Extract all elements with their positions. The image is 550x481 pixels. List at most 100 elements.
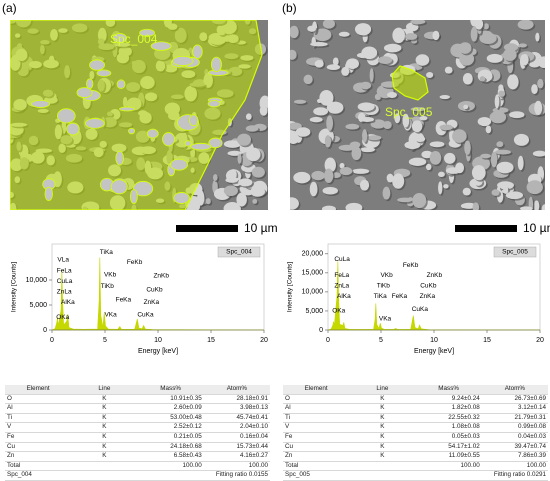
header-cell: Element [26, 385, 50, 392]
cell: 2.60±0.09 [173, 404, 202, 412]
grain [470, 26, 478, 42]
cell: K [102, 432, 107, 440]
grain [338, 144, 356, 151]
grain [464, 140, 471, 155]
grain [229, 169, 237, 180]
grain [507, 74, 519, 90]
grain [472, 202, 480, 210]
grain [534, 100, 543, 115]
y-tick-label: 5,000 [305, 308, 323, 315]
cell: O [285, 394, 290, 402]
grain [223, 140, 242, 148]
cell: K [380, 442, 385, 450]
grain [338, 31, 350, 37]
grain [223, 202, 241, 210]
peak-label: FeKb [127, 259, 143, 266]
grain [290, 122, 302, 130]
cell: Fitting ratio 0.0291 [493, 471, 546, 479]
cell: 24.18±0.68 [170, 442, 202, 450]
cell: O [7, 394, 12, 402]
grain [411, 120, 423, 133]
grain [311, 170, 325, 181]
peak-label: AlKa [61, 299, 75, 306]
header-cell: Mass% [438, 385, 459, 392]
cell: 0.05±0.03 [451, 432, 480, 440]
header-cell: Atom% [504, 385, 526, 392]
excluded-grain [150, 41, 172, 51]
grain [496, 161, 514, 174]
x-tick-label: 15 [207, 337, 215, 344]
cell: 100.00 [248, 461, 268, 469]
peak-label: FeKb [403, 262, 419, 269]
data-row: Cu K 24.18±0.68 15.73±0.44 [5, 443, 270, 453]
grain [526, 180, 543, 195]
cell: 100.00 [526, 461, 546, 469]
excluded-grain [210, 56, 222, 73]
peak-label: AlKa [337, 293, 351, 300]
grain [537, 56, 545, 69]
header-cell: Line [376, 385, 389, 392]
excluded-grain [207, 100, 221, 108]
cell: K [102, 452, 107, 460]
cell: V [7, 423, 12, 431]
x-tick-label: 0 [50, 337, 54, 344]
scale-bar [455, 225, 517, 232]
grain [377, 56, 393, 64]
grain [505, 191, 524, 200]
cell: 0.04±0.03 [518, 432, 546, 440]
cell: 2.52±0.12 [173, 423, 202, 431]
peak-label: OKa [56, 314, 69, 321]
grain [444, 66, 453, 74]
grain [425, 163, 432, 171]
region-overlay [391, 65, 429, 101]
grain [477, 116, 492, 127]
grain [503, 185, 509, 194]
data-row: Ti K 53.00±0.48 45.74±0.41 [5, 414, 270, 424]
grain [360, 147, 376, 153]
grain [309, 116, 323, 123]
cell: 21.79±0.31 [514, 413, 546, 421]
peak-label: CuKb [146, 287, 163, 294]
cell: 4.16±0.27 [240, 452, 268, 460]
grain [414, 135, 426, 142]
footer-row: Spc_004 Fitting ratio 0.0155 [5, 471, 270, 481]
header-row: Element Line Mass% Atom% [5, 385, 270, 395]
grain [326, 115, 334, 131]
cell: Al [7, 404, 13, 412]
grain [237, 133, 252, 146]
peak-label: CuKa [137, 312, 154, 319]
peak-label: FeKa [116, 297, 132, 304]
grain [421, 150, 433, 159]
panel-label: (a) [2, 1, 17, 15]
data-row: Zn K 6.58±0.43 4.16±0.27 [5, 452, 270, 462]
data-row: Fe K 0.05±0.03 0.04±0.03 [283, 433, 548, 443]
header-cell: Mass% [160, 385, 181, 392]
grain [462, 187, 471, 196]
spectrum-area [51, 257, 265, 331]
cell: 10.91±0.35 [170, 394, 202, 402]
peak-label: TiKb [377, 283, 391, 290]
grain [309, 181, 318, 197]
cell: 0.16±0.04 [240, 432, 268, 440]
grain [439, 124, 453, 131]
data-row: Ti K 22.55±0.32 21.79±0.31 [283, 414, 548, 424]
legend-label: Spc_004 [226, 249, 252, 256]
cell: Zn [7, 452, 15, 460]
plot-frame [51, 243, 265, 331]
grain [307, 25, 317, 32]
grain [205, 198, 211, 205]
grain [295, 127, 311, 137]
grain [439, 94, 451, 100]
cell: 26.73±0.69 [514, 394, 546, 402]
grain [479, 76, 486, 82]
cell: 28.18±0.91 [236, 394, 268, 402]
grain [489, 111, 507, 124]
x-tick-label: 0 [326, 337, 330, 344]
data-row: O K 10.91±0.35 28.18±0.91 [5, 395, 270, 405]
grain [324, 168, 334, 183]
grain [438, 171, 445, 178]
grain [498, 90, 506, 97]
legend-label: Spc_005 [502, 249, 528, 256]
cell: K [380, 423, 385, 431]
